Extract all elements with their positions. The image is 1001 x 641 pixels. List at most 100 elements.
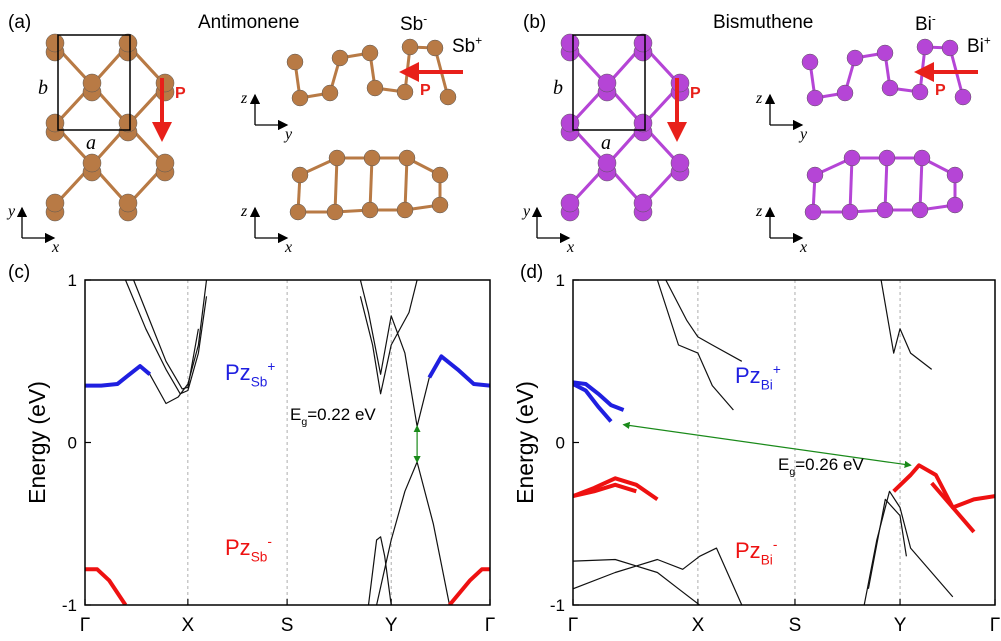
ion-label-part: -	[423, 12, 427, 25]
orbital-label-part: -	[267, 534, 272, 549]
axis-letter: x	[284, 239, 292, 256]
atom	[46, 194, 64, 212]
x-tick-label: S	[281, 615, 294, 636]
ion-label: Sb-	[400, 12, 427, 35]
atom	[427, 40, 443, 56]
lattice-label: b	[553, 77, 563, 99]
y-axis-title: Energy (eV)	[24, 381, 50, 504]
atom	[942, 40, 958, 56]
axis-letter: x	[51, 239, 59, 256]
atom	[156, 74, 174, 92]
orbital-label: PzSb+	[225, 359, 275, 389]
atom	[399, 150, 415, 166]
atom	[432, 167, 448, 183]
gap-label-part: =0.22 eV	[307, 405, 376, 424]
band	[573, 478, 657, 499]
panel-label: (b)	[523, 12, 546, 33]
axis-letter: y	[521, 203, 531, 220]
orbital-label-part: Bi	[761, 553, 773, 568]
page: (a)AntimoneneabPyxPSb-Sb+zyzx(b)Bismuthe…	[0, 0, 1001, 641]
atom	[83, 74, 101, 92]
atom	[947, 197, 963, 213]
orbital-label-part: +	[267, 359, 275, 374]
orbital-label-part: Pz	[735, 538, 761, 563]
band	[666, 280, 742, 361]
atom	[802, 54, 818, 70]
atom	[917, 39, 933, 55]
x-tick-label: Y	[894, 615, 907, 636]
atom	[292, 90, 308, 106]
band	[85, 569, 126, 605]
band	[85, 366, 150, 386]
lattice-label: a	[86, 132, 96, 154]
atom	[807, 167, 823, 183]
polarization-label: P	[935, 82, 946, 99]
atom	[634, 34, 652, 52]
orbital-label-part: Sb	[251, 375, 268, 390]
gap-label-part: =0.26 eV	[795, 455, 864, 474]
polarization-label: P	[420, 82, 431, 99]
atom	[156, 154, 174, 172]
orbital-label: PzSb-	[225, 534, 272, 564]
band	[134, 280, 199, 389]
atom	[914, 150, 930, 166]
axis-letter: z	[240, 90, 248, 107]
plot-frame	[573, 280, 995, 605]
band	[894, 465, 974, 532]
gap-label: Eg=0.26 eV	[778, 455, 864, 478]
atom	[634, 194, 652, 212]
ion-label: Bi+	[967, 34, 991, 57]
y-tick-label: -1	[550, 596, 565, 615]
atom	[290, 204, 306, 220]
gap-label-part: E	[778, 455, 789, 474]
ion-label-part: Bi	[967, 36, 984, 57]
orbital-label-part: Sb	[251, 550, 268, 565]
atom	[367, 80, 383, 96]
panel-label: (a)	[8, 12, 31, 33]
orbital-label: PzBi-	[735, 537, 777, 567]
axis-letter: z	[240, 203, 248, 220]
x-tick-label: Γ	[568, 615, 578, 636]
x-tick-label: X	[692, 615, 705, 636]
axis-letter: y	[798, 126, 808, 143]
atom	[329, 150, 345, 166]
x-tick-label: X	[182, 615, 195, 636]
y-tick-label: 1	[68, 271, 77, 290]
atom	[397, 202, 413, 218]
ion-label-part: -	[932, 12, 936, 25]
x-tick-label: Y	[385, 615, 398, 636]
x-tick-label: Γ	[80, 615, 90, 636]
atom	[955, 89, 971, 105]
ion-label-part: +	[475, 34, 482, 47]
atom	[842, 204, 858, 220]
atom	[440, 89, 456, 105]
y-tick-label: 0	[68, 434, 77, 453]
orbital-label-part: Pz	[225, 535, 251, 560]
figure: (a)AntimoneneabPyxPSb-Sb+zyzx(b)Bismuthe…	[0, 0, 1001, 641]
atom	[912, 202, 928, 218]
axis-letter: x	[566, 239, 574, 256]
lattice-label: b	[38, 77, 48, 99]
band	[573, 548, 742, 605]
ion-label-part: Bi	[915, 14, 932, 35]
ion-label: Bi-	[915, 12, 936, 35]
orbital-label-part: Bi	[761, 378, 773, 393]
atom	[844, 150, 860, 166]
axis-letter: z	[755, 203, 763, 220]
panel-label: (d)	[520, 262, 543, 283]
axis-letter: z	[755, 90, 763, 107]
axis-letter: y	[283, 126, 293, 143]
atom	[561, 34, 579, 52]
atom	[119, 194, 137, 212]
ion-label: Sb+	[452, 34, 482, 57]
atom	[362, 45, 378, 61]
atom	[46, 34, 64, 52]
ion-label-part: Sb	[452, 36, 475, 57]
atom	[327, 204, 343, 220]
atom	[561, 194, 579, 212]
atom	[882, 80, 898, 96]
y-tick-label: 0	[556, 434, 565, 453]
atom	[83, 154, 101, 172]
atom	[364, 150, 380, 166]
orbital-label-part: +	[773, 362, 781, 377]
